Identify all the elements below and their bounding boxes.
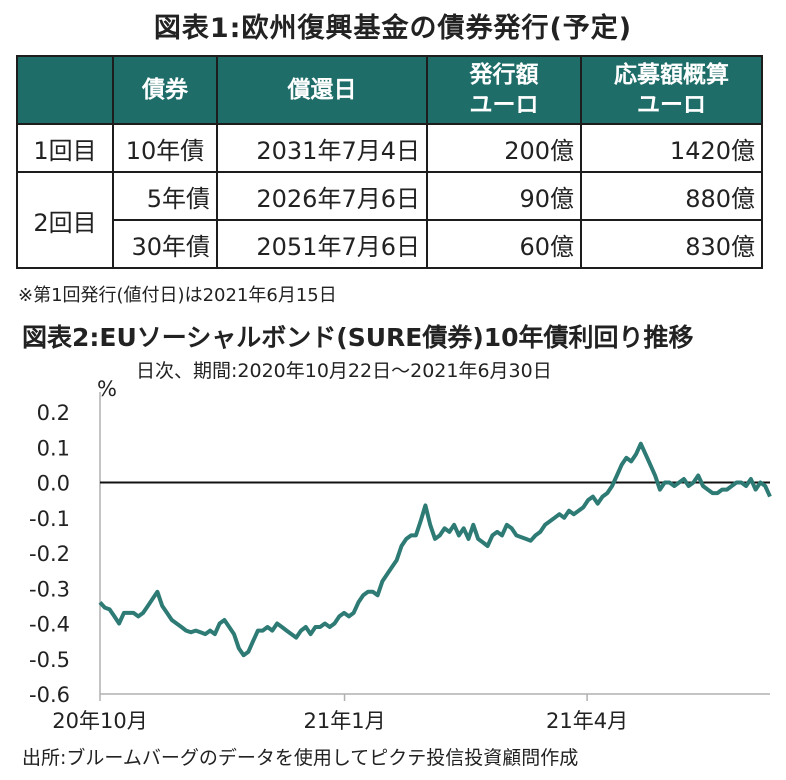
table-row: 2回目 5年債 2026年7月6日 90億 880億: [16, 171, 763, 269]
bond-cell: 5年債: [112, 171, 218, 221]
table-row: 1回目 10年債 2031年7月4日 200億 1420億: [16, 123, 763, 173]
bond-cell: 10年債: [112, 123, 218, 173]
y-tick-label: -0.4: [29, 613, 70, 637]
y-tick-label: 0.1: [37, 436, 70, 460]
table-note: ※第1回発行(値付日)は2021年6月15日: [18, 285, 337, 306]
x-tick-label: 21年1月: [304, 709, 386, 733]
y-tick-label: 0.0: [37, 472, 70, 496]
bids-cell: 830億: [580, 219, 763, 269]
chart-axes: % 0.2 0.1 0.0 -0.1 -0.2 -0.3 -0.4 -0.5 -0.620年10月…: [29, 377, 770, 733]
table-row: 30年債 2051年7月6日 60億 830億: [17, 219, 763, 269]
header-bid-amount: 応募額概算 ユーロ: [580, 55, 763, 125]
chart-subtitle: 日次、期間:2020年10月22日～2021年6月30日: [136, 360, 552, 382]
chart-plot: [98, 441, 772, 658]
maturity-cell: 2026年7月6日: [216, 171, 428, 221]
bond-issuance-table: 債券 償還日 発行額 ユーロ 応募額概算 ユーロ 1回目 10年債 2031年7月4…: [16, 55, 763, 269]
y-tick-label: -0.1: [29, 507, 70, 531]
header-maturity: 償還日: [216, 55, 428, 125]
maturity-cell: 2051年7月6日: [216, 219, 428, 269]
y-tick-label: -0.2: [29, 542, 70, 566]
bond-cell: 30年債: [112, 219, 218, 269]
y-tick-label: -0.3: [29, 577, 70, 601]
issue-cell: 60億: [426, 219, 582, 269]
y-tick-label: 0.2: [37, 401, 70, 425]
header-bond: 債券: [112, 55, 218, 125]
x-tick-label: 21年4月: [546, 709, 628, 733]
table-title: 図表1:欧州復興基金の債券発行(予定): [153, 13, 633, 44]
yield-series-line: [98, 441, 772, 658]
issue-cell: 200億: [426, 123, 582, 173]
round-cell: 1回目: [16, 123, 114, 173]
header-blank: [16, 55, 114, 125]
y-axis-unit: %: [97, 377, 117, 401]
y-tick-label: -0.5: [29, 648, 70, 672]
maturity-cell: 2031年7月4日: [216, 123, 428, 173]
round-cell: 2回目: [16, 171, 114, 269]
chart-title: 図表2:EUソーシャルボンド(SURE債券)10年債利回り推移: [22, 323, 694, 352]
y-tick-label: -0.6: [29, 683, 70, 707]
bids-cell: 1420億: [580, 123, 763, 173]
bids-cell: 880億: [580, 171, 763, 221]
x-tick-label: 20年10月: [52, 709, 147, 733]
yield-line-chart: % 0.2 0.1 0.0 -0.1 -0.2 -0.3 -0.4 -0.5 -0.620年10月…: [29, 377, 772, 733]
header-issue-amount: 発行額 ユーロ: [426, 55, 582, 125]
issue-cell: 90億: [426, 171, 582, 221]
chart-source: 出所:ブルームバーグのデータを使用してピクテ投信投資顧問作成: [22, 747, 579, 769]
table-header-row: 債券 償還日 発行額 ユーロ 応募額概算 ユーロ: [16, 55, 763, 125]
